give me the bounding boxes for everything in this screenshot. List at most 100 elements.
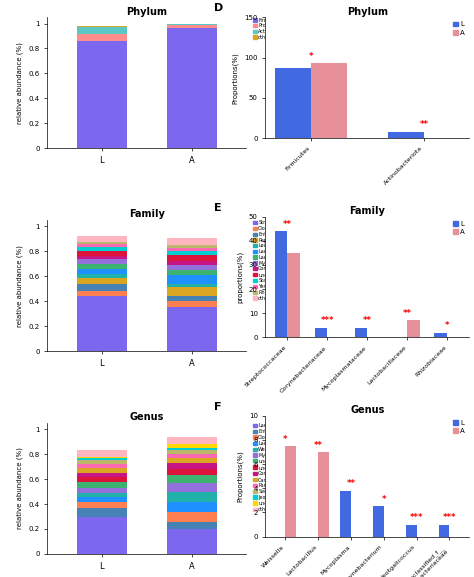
Bar xyxy=(167,261,217,265)
Bar xyxy=(77,275,127,278)
Bar xyxy=(77,482,127,488)
Bar xyxy=(340,490,351,537)
Bar xyxy=(77,41,127,148)
Text: F: F xyxy=(214,402,222,412)
Text: **: ** xyxy=(283,220,292,228)
Bar xyxy=(439,524,449,537)
Bar xyxy=(77,493,127,497)
Bar xyxy=(77,508,127,516)
Bar xyxy=(167,469,217,475)
Legend: L, A: L, A xyxy=(453,220,466,235)
Y-axis label: Proportions(%): Proportions(%) xyxy=(237,451,243,502)
Bar xyxy=(311,63,347,138)
Bar xyxy=(167,275,217,284)
Bar xyxy=(288,253,300,338)
Bar xyxy=(167,270,217,275)
Bar xyxy=(167,454,217,458)
Text: ***: *** xyxy=(443,513,456,522)
Bar xyxy=(167,248,217,252)
Bar xyxy=(77,451,127,456)
Text: **: ** xyxy=(403,309,412,318)
Legend: Firmicutes, Proteobacteria, Actinobacteriota, others: Firmicutes, Proteobacteria, Actinobacter… xyxy=(253,17,300,40)
Bar xyxy=(77,284,127,291)
Y-axis label: proportions(%): proportions(%) xyxy=(237,251,243,303)
Title: Family: Family xyxy=(349,206,385,216)
Bar xyxy=(77,516,127,554)
Bar xyxy=(406,524,417,537)
Bar xyxy=(167,245,217,248)
Y-axis label: Proportions(%): Proportions(%) xyxy=(232,52,239,103)
Bar xyxy=(77,245,127,247)
Bar xyxy=(77,458,127,460)
Text: *: * xyxy=(309,52,313,61)
Text: **: ** xyxy=(314,441,323,449)
Bar xyxy=(77,242,127,245)
Bar xyxy=(167,444,217,448)
Bar xyxy=(77,269,127,275)
Bar xyxy=(275,231,288,338)
Text: **: ** xyxy=(363,316,372,325)
Text: *: * xyxy=(382,495,386,504)
Bar xyxy=(77,33,127,41)
Bar xyxy=(167,501,217,512)
Bar xyxy=(77,291,127,296)
Bar xyxy=(77,501,127,508)
Bar xyxy=(167,463,217,469)
Text: E: E xyxy=(214,203,222,212)
Bar xyxy=(77,468,127,473)
Bar xyxy=(167,296,217,301)
Bar xyxy=(77,26,127,27)
Legend: L, A: L, A xyxy=(453,419,466,435)
Bar xyxy=(77,256,127,260)
Bar xyxy=(77,477,127,482)
Bar xyxy=(167,284,217,287)
Bar xyxy=(167,252,217,255)
Bar xyxy=(77,260,127,264)
Bar xyxy=(373,507,384,537)
Bar xyxy=(318,452,328,537)
Bar xyxy=(275,68,311,138)
Bar xyxy=(167,25,217,28)
Bar xyxy=(167,301,217,308)
Bar xyxy=(167,475,217,483)
Legend: Lactococcus, Enterococcus, Clostridium_sensu_stricto_1, Lactobacillus, Weissella: Lactococcus, Enterococcus, Clostridium_s… xyxy=(253,423,346,512)
Bar xyxy=(167,512,217,522)
Bar xyxy=(77,460,127,464)
Bar xyxy=(77,247,127,251)
Bar xyxy=(77,27,127,33)
Bar xyxy=(355,328,367,338)
Title: Genus: Genus xyxy=(350,405,384,415)
Text: **: ** xyxy=(419,120,428,129)
Title: Phylum: Phylum xyxy=(347,6,388,17)
Text: ***: *** xyxy=(410,513,423,522)
Text: D: D xyxy=(214,3,224,13)
Bar xyxy=(77,236,127,242)
Bar xyxy=(167,24,217,25)
Bar xyxy=(77,278,127,284)
Bar xyxy=(435,332,447,338)
Text: **: ** xyxy=(346,479,356,488)
Bar xyxy=(77,473,127,477)
Bar xyxy=(77,497,127,501)
Bar xyxy=(407,320,420,338)
Bar xyxy=(285,446,296,537)
Text: *: * xyxy=(283,434,287,444)
Title: Phylum: Phylum xyxy=(127,6,167,17)
Bar xyxy=(167,448,217,451)
Text: ***: *** xyxy=(321,316,334,325)
Bar xyxy=(77,456,127,458)
Legend: Streptococcaceae, Clostridiaceae, Enterococcaceae, Peptostreptococcaceae, Leucon: Streptococcaceae, Clostridiaceae, Entero… xyxy=(253,220,334,301)
Bar xyxy=(167,522,217,529)
Title: Genus: Genus xyxy=(130,412,164,422)
Bar xyxy=(167,529,217,554)
Bar xyxy=(388,132,424,138)
Text: *: * xyxy=(445,321,449,330)
Bar xyxy=(167,28,217,148)
Bar xyxy=(77,464,127,468)
Y-axis label: relative abundance (%): relative abundance (%) xyxy=(17,42,23,123)
Bar xyxy=(167,451,217,454)
Bar xyxy=(167,437,217,444)
Title: Family: Family xyxy=(129,209,165,219)
Bar xyxy=(167,458,217,463)
Bar xyxy=(167,265,217,270)
